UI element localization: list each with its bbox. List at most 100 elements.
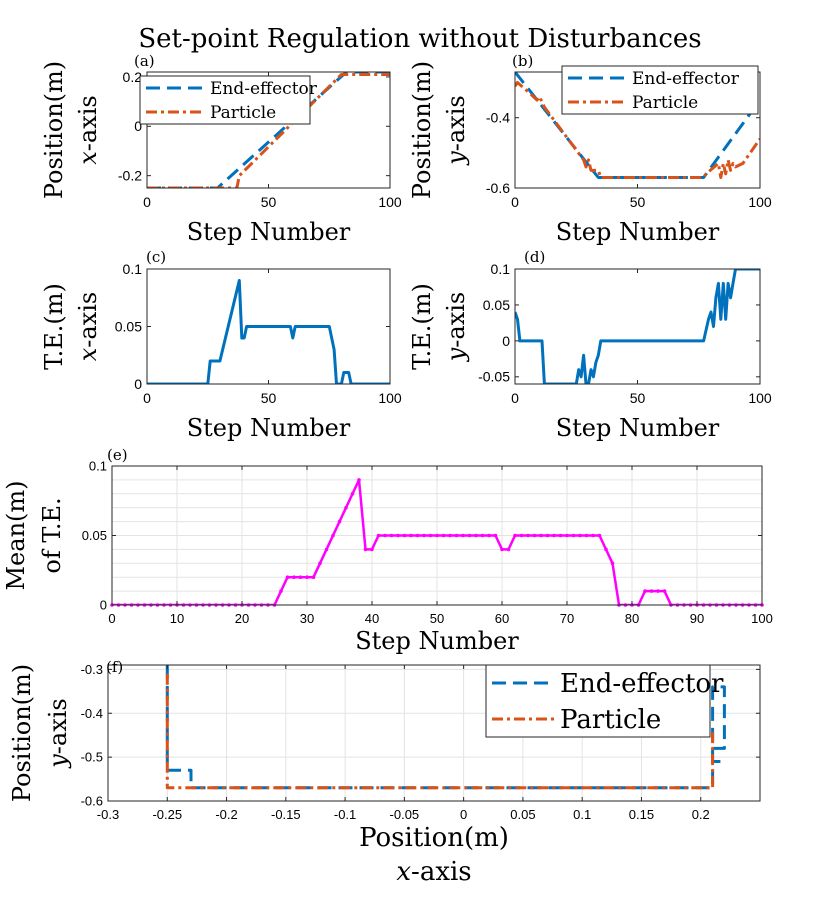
x-tick-label: 0.05 bbox=[510, 807, 535, 822]
x-tick-label: 100 bbox=[748, 194, 772, 210]
y-tick-label: 0.1 bbox=[123, 261, 143, 277]
axis-var: x bbox=[396, 857, 411, 887]
series-marker bbox=[376, 533, 381, 538]
x-axis-label: Step Number bbox=[187, 414, 351, 442]
series-marker bbox=[487, 533, 491, 538]
axis-suffix: -axis bbox=[442, 95, 470, 151]
series-marker bbox=[610, 561, 615, 566]
x-tick-label: -0.1 bbox=[334, 807, 356, 822]
legend-box bbox=[485, 664, 711, 738]
x-tick-label: 0.15 bbox=[629, 807, 654, 822]
axis-var: x bbox=[74, 347, 102, 361]
axis-suffix: -axis bbox=[44, 698, 72, 754]
series-marker bbox=[506, 547, 511, 552]
y-tick-label: 0.2 bbox=[123, 69, 143, 85]
series-line-c-1 bbox=[147, 279, 390, 384]
series-marker bbox=[552, 533, 556, 538]
legend-label: End-effector bbox=[632, 69, 740, 89]
series-marker bbox=[350, 492, 355, 496]
x-tick-label: 0 bbox=[108, 611, 115, 626]
series-marker bbox=[428, 533, 433, 538]
axes-box bbox=[107, 664, 761, 802]
x-tick-label: 0.2 bbox=[692, 807, 710, 822]
series-marker bbox=[565, 533, 569, 538]
x-tick-label: 50 bbox=[430, 611, 444, 626]
series-marker bbox=[344, 505, 348, 510]
series-marker bbox=[558, 533, 563, 538]
x-axis-label: Position(m) bbox=[359, 823, 509, 853]
y-axis-label-secondary: y-axis bbox=[44, 698, 72, 769]
x-tick-label: 50 bbox=[630, 194, 646, 210]
series-marker bbox=[415, 533, 420, 538]
series-marker bbox=[578, 533, 582, 538]
x-tick-label: 100 bbox=[378, 390, 402, 406]
series-marker bbox=[584, 533, 589, 538]
panel-label: (a) bbox=[134, 52, 155, 70]
series-marker bbox=[383, 533, 387, 538]
series-marker bbox=[461, 533, 465, 538]
series-marker bbox=[409, 533, 413, 538]
panel-label: (b) bbox=[512, 52, 533, 70]
series-marker bbox=[422, 533, 426, 538]
x-tick-label: 70 bbox=[560, 611, 574, 626]
series-marker bbox=[474, 533, 478, 538]
x-tick-label: 50 bbox=[261, 194, 277, 210]
legend-box bbox=[139, 75, 311, 125]
x-axis-label: Step Number bbox=[556, 414, 720, 442]
y-tick-label: -0.6 bbox=[486, 180, 510, 196]
y-tick-label: -0.3 bbox=[81, 662, 103, 677]
x-axis-label: Step Number bbox=[187, 218, 351, 246]
x-axis-label-secondary: x-axis bbox=[396, 857, 471, 887]
panel-label: (e) bbox=[107, 446, 128, 464]
series-marker bbox=[467, 533, 472, 538]
axis-suffix: of T.E. bbox=[38, 497, 66, 573]
x-tick-label: 100 bbox=[748, 390, 772, 406]
y-axis-label: Position(m) bbox=[8, 664, 36, 802]
y-tick-label: 0.1 bbox=[89, 459, 107, 474]
y-tick-label: 0 bbox=[134, 376, 142, 392]
x-tick-label: 0 bbox=[143, 390, 151, 406]
x-tick-label: -0.3 bbox=[97, 807, 119, 822]
series-marker bbox=[298, 575, 303, 579]
series-line-a-1 bbox=[147, 72, 390, 188]
x-tick-label: 10 bbox=[170, 611, 184, 626]
series-marker bbox=[643, 589, 647, 593]
series-marker bbox=[363, 547, 368, 552]
panel-f: -0.3 -0.25 -0.2 -0.15 -0.1 -0.05 0 0.05 0.1 0.15 0… bbox=[8, 658, 761, 887]
series-marker bbox=[571, 533, 576, 538]
series-marker bbox=[318, 561, 322, 566]
series-marker bbox=[389, 533, 394, 538]
y-axis-label-secondary: of T.E. bbox=[38, 497, 66, 573]
y-axis-label: Mean(m) bbox=[2, 480, 30, 590]
axis-var: y bbox=[44, 754, 72, 769]
panel-label: (c) bbox=[146, 248, 166, 266]
y-tick-label: 0.05 bbox=[115, 318, 142, 334]
series-marker bbox=[337, 519, 342, 524]
series-marker bbox=[591, 533, 595, 538]
legend-label: Particle bbox=[632, 93, 698, 113]
x-tick-label: 0 bbox=[511, 390, 519, 406]
y-axis-label-secondary: x-axis bbox=[74, 292, 102, 362]
x-tick-label: 20 bbox=[235, 611, 249, 626]
x-tick-label: 0 bbox=[143, 194, 151, 210]
series-marker bbox=[292, 575, 296, 579]
x-tick-label: -0.05 bbox=[390, 807, 420, 822]
series-marker bbox=[435, 533, 439, 538]
x-tick-label: 40 bbox=[365, 611, 379, 626]
series-marker bbox=[305, 575, 309, 579]
figure-title: Set-point Regulation without Disturbance… bbox=[138, 24, 701, 54]
series-marker bbox=[324, 547, 329, 552]
series-marker bbox=[532, 533, 537, 538]
axis-var: x bbox=[74, 151, 102, 165]
series-marker bbox=[656, 589, 660, 593]
legend: End-effector Particle bbox=[561, 65, 759, 115]
y-tick-label: -0.6 bbox=[81, 794, 103, 809]
series-marker bbox=[526, 533, 530, 538]
y-tick-label: -0.4 bbox=[81, 706, 103, 721]
series-line-d-1 bbox=[515, 269, 760, 384]
y-tick-label: -0.2 bbox=[118, 168, 142, 184]
